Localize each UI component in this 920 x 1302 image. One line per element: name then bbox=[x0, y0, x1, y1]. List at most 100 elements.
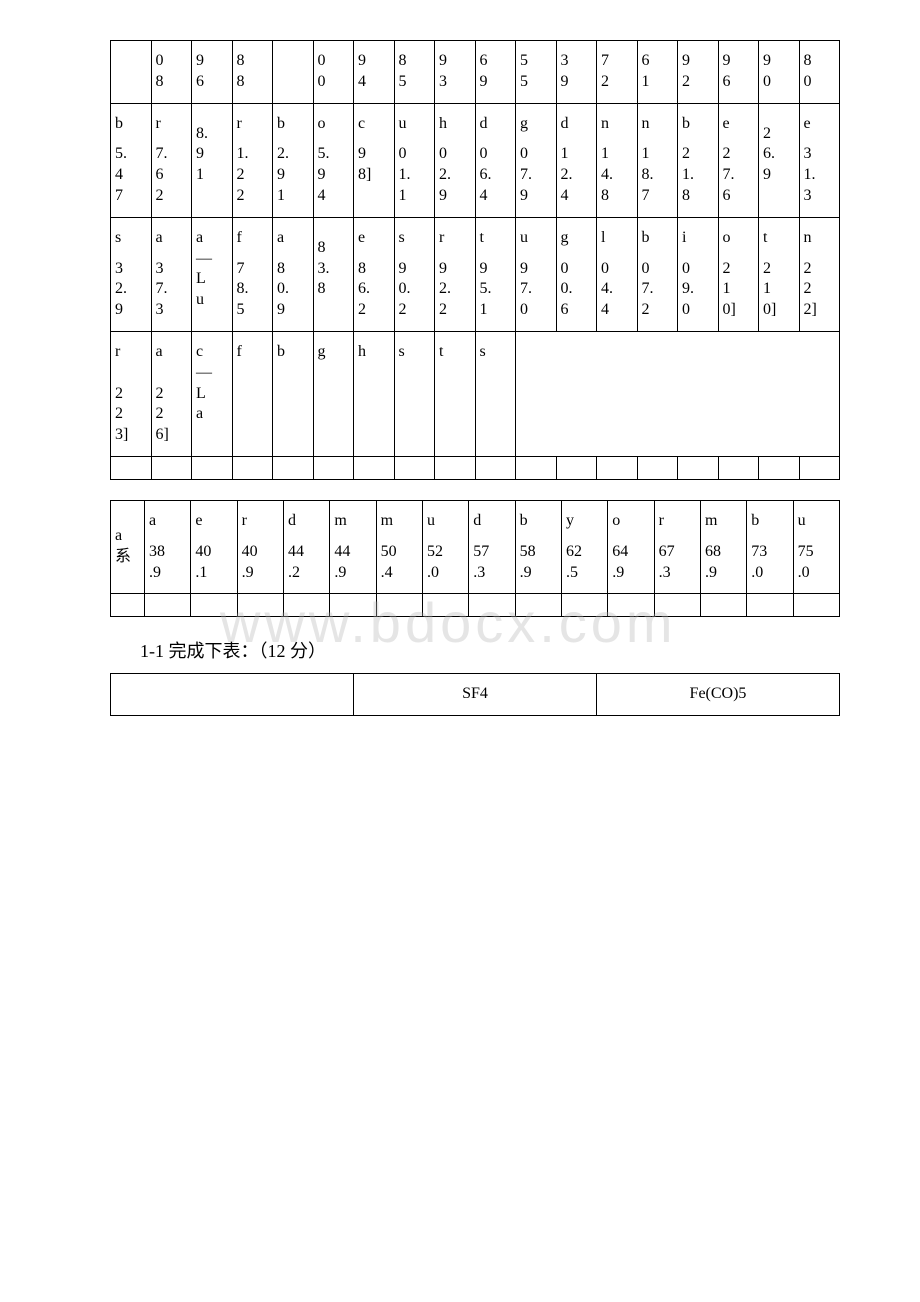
table-cell: 88 bbox=[232, 41, 273, 104]
table-cell: s32.9 bbox=[111, 217, 152, 331]
table-cell: c98] bbox=[354, 103, 395, 217]
table-cell: u01.1 bbox=[394, 103, 435, 217]
table-row bbox=[111, 594, 840, 617]
table-cell bbox=[799, 456, 840, 479]
table-cell: 90 bbox=[759, 41, 800, 104]
table-cell bbox=[556, 456, 597, 479]
table-cell: 72 bbox=[597, 41, 638, 104]
table-cell bbox=[793, 594, 839, 617]
table-cell bbox=[273, 456, 314, 479]
table-cell: r67.3 bbox=[654, 500, 700, 593]
table-cell: f78.5 bbox=[232, 217, 273, 331]
table-cell: 83.8 bbox=[313, 217, 354, 331]
table-cell: a—Lu bbox=[192, 217, 233, 331]
table-cell: r92.2 bbox=[435, 217, 476, 331]
table-cell: SF4 bbox=[354, 674, 597, 716]
table-cell: s bbox=[394, 331, 435, 456]
table-cell: 08 bbox=[151, 41, 192, 104]
table-cell: o5.94 bbox=[313, 103, 354, 217]
table-cell bbox=[608, 594, 654, 617]
table-cell: t210] bbox=[759, 217, 800, 331]
table-cell: 61 bbox=[637, 41, 678, 104]
table-cell bbox=[330, 594, 376, 617]
table-row: 08968800948593695539726192969080 bbox=[111, 41, 840, 104]
table-cell: e40.1 bbox=[191, 500, 237, 593]
table-row: b5.47r7.628.91r1.22b2.91o5.94c98]u01.1h0… bbox=[111, 103, 840, 217]
table-cell: n222] bbox=[799, 217, 840, 331]
table-cell bbox=[422, 594, 468, 617]
table-cell bbox=[516, 456, 557, 479]
table-row: a系a38.9e40.1r40.9d44.2m44.9m50.4u52.0d57… bbox=[111, 500, 840, 593]
answer-table: SF4 Fe(CO)5 bbox=[110, 673, 840, 716]
table-cell bbox=[273, 41, 314, 104]
table-cell: b21.8 bbox=[678, 103, 719, 217]
table-cell bbox=[700, 594, 746, 617]
table-cell: b bbox=[273, 331, 314, 456]
table-cell: g bbox=[313, 331, 354, 456]
table-cell: d44.2 bbox=[283, 500, 329, 593]
table-cell: m44.9 bbox=[330, 500, 376, 593]
table-cell: t95.1 bbox=[475, 217, 516, 331]
table-cell bbox=[111, 594, 145, 617]
table-cell: b5.47 bbox=[111, 103, 152, 217]
table-cell: h02.9 bbox=[435, 103, 476, 217]
table-cell bbox=[237, 594, 283, 617]
table-cell bbox=[111, 456, 152, 479]
table-cell bbox=[283, 594, 329, 617]
table-cell: b07.2 bbox=[637, 217, 678, 331]
page: www.bdocx.com 08968800948593695539726192… bbox=[0, 0, 920, 776]
table-cell: r1.22 bbox=[232, 103, 273, 217]
table-cell bbox=[759, 456, 800, 479]
table-cell: o64.9 bbox=[608, 500, 654, 593]
table-cell: u52.0 bbox=[422, 500, 468, 593]
table-cell bbox=[354, 456, 395, 479]
table-cell bbox=[718, 456, 759, 479]
table-cell: d06.4 bbox=[475, 103, 516, 217]
periodic-table-fragment: 08968800948593695539726192969080 b5.47r7… bbox=[110, 40, 840, 480]
table-cell: 94 bbox=[354, 41, 395, 104]
table-cell: g00.6 bbox=[556, 217, 597, 331]
table-cell: s90.2 bbox=[394, 217, 435, 331]
table-cell bbox=[376, 594, 422, 617]
table-row: SF4 Fe(CO)5 bbox=[111, 674, 840, 716]
table-cell: c—La bbox=[192, 331, 233, 456]
table-cell bbox=[637, 456, 678, 479]
table-cell: f bbox=[232, 331, 273, 456]
table-cell bbox=[515, 594, 561, 617]
table-cell: 39 bbox=[556, 41, 597, 104]
table-cell: b73.0 bbox=[747, 500, 793, 593]
table-cell bbox=[111, 674, 354, 716]
table-cell: m68.9 bbox=[700, 500, 746, 593]
table-cell: u97.0 bbox=[516, 217, 557, 331]
table-cell: h bbox=[354, 331, 395, 456]
table-cell: m50.4 bbox=[376, 500, 422, 593]
table-cell: 55 bbox=[516, 41, 557, 104]
table-cell bbox=[394, 456, 435, 479]
table-cell: r40.9 bbox=[237, 500, 283, 593]
table-cell: 80 bbox=[799, 41, 840, 104]
table-row: s32.9a37.3a—Luf78.5a80.983.8e86.2s90.2r9… bbox=[111, 217, 840, 331]
table-cell bbox=[475, 456, 516, 479]
question-text: 1-1 完成下表：（12 分） bbox=[140, 637, 840, 663]
table-cell: 69 bbox=[475, 41, 516, 104]
table-cell: y62.5 bbox=[561, 500, 607, 593]
table-cell: e31.3 bbox=[799, 103, 840, 217]
table-cell: a37.3 bbox=[151, 217, 192, 331]
table-cell: e86.2 bbox=[354, 217, 395, 331]
table-cell: a226] bbox=[151, 331, 192, 456]
table-cell: 96 bbox=[192, 41, 233, 104]
table-cell bbox=[111, 41, 152, 104]
table-cell: 85 bbox=[394, 41, 435, 104]
table-cell bbox=[516, 331, 840, 456]
table-cell bbox=[151, 456, 192, 479]
table-cell: 8.91 bbox=[192, 103, 233, 217]
table-cell: i09.0 bbox=[678, 217, 719, 331]
table-cell: r7.62 bbox=[151, 103, 192, 217]
table-cell: t bbox=[435, 331, 476, 456]
table-cell: l04.4 bbox=[597, 217, 638, 331]
table-cell: s bbox=[475, 331, 516, 456]
table-cell bbox=[597, 456, 638, 479]
table-cell: o210] bbox=[718, 217, 759, 331]
table-cell bbox=[654, 594, 700, 617]
table-cell: e27.6 bbox=[718, 103, 759, 217]
